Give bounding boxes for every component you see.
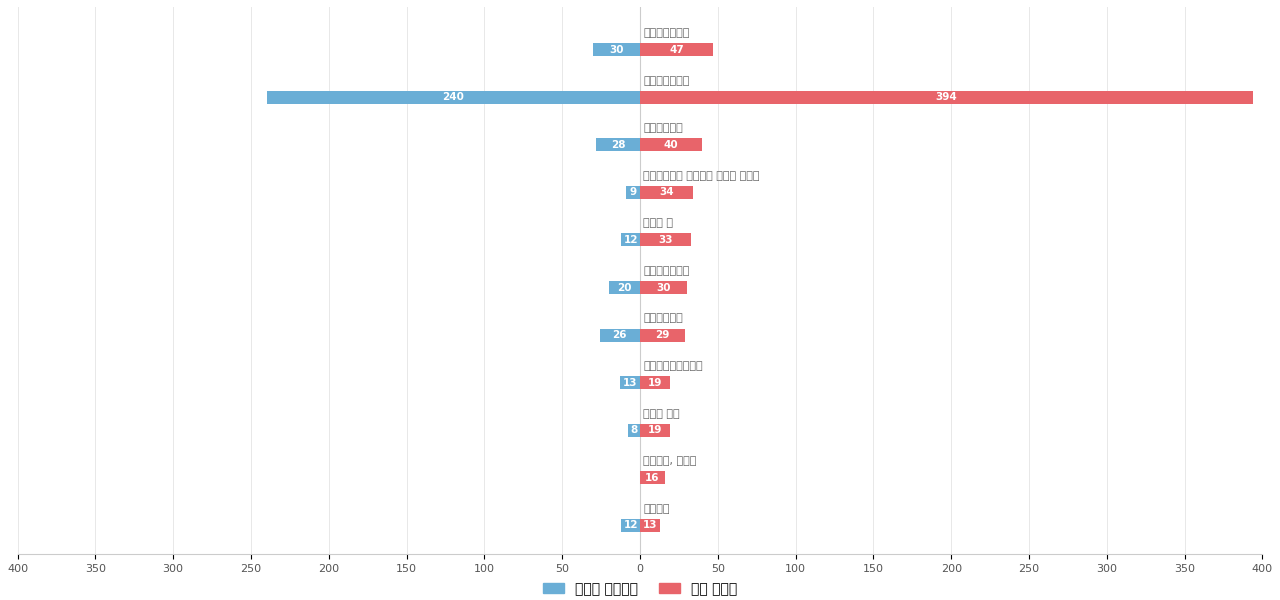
Text: 한국수력원자력: 한국수력원자력 <box>643 76 690 86</box>
Text: 30: 30 <box>609 45 623 55</box>
Bar <box>594 43 640 56</box>
Text: 13: 13 <box>622 377 637 388</box>
Bar <box>596 139 640 151</box>
Text: 33: 33 <box>658 235 673 245</box>
Text: 34: 34 <box>659 187 673 197</box>
Bar <box>640 424 669 437</box>
Bar <box>627 424 640 437</box>
Bar <box>640 186 692 199</box>
Bar <box>626 186 640 199</box>
Bar <box>640 471 664 484</box>
Text: 19: 19 <box>648 425 662 435</box>
Text: 웨스팅하우스 일렉트릭 콤퍼니 엘엘씨: 웨스팅하우스 일렉트릭 콤퍼니 엘엘씨 <box>643 171 759 181</box>
Text: 29: 29 <box>655 330 669 340</box>
Text: 수산이앤에스: 수산이앤에스 <box>643 313 682 323</box>
Bar <box>599 329 640 341</box>
Text: 두산에너빌리티: 두산에너빌리티 <box>643 28 690 38</box>
Text: 한국전력기술: 한국전력기술 <box>643 123 682 133</box>
Bar <box>266 91 640 104</box>
Bar <box>609 281 640 294</box>
Text: 240: 240 <box>443 92 465 102</box>
Text: 아레바 엔피: 아레바 엔피 <box>643 409 680 419</box>
Text: 20: 20 <box>617 283 632 293</box>
Legend: 심사관 피인용수, 공개 특허수: 심사관 피인용수, 공개 특허수 <box>538 577 742 600</box>
Text: 프라마 퇰: 프라마 퇰 <box>643 218 673 229</box>
Text: 한화오션: 한화오션 <box>643 503 669 514</box>
Text: 12: 12 <box>623 520 637 530</box>
Text: 16: 16 <box>645 473 659 483</box>
Text: 40: 40 <box>664 140 678 150</box>
Text: 12: 12 <box>623 235 637 245</box>
Text: 19: 19 <box>648 377 662 388</box>
Bar <box>640 519 660 532</box>
Text: 26: 26 <box>613 330 627 340</box>
Text: 28: 28 <box>611 140 626 150</box>
Bar <box>640 43 713 56</box>
Bar <box>621 233 640 247</box>
Text: 30: 30 <box>657 283 671 293</box>
Text: 8: 8 <box>630 425 637 435</box>
Bar <box>640 233 691 247</box>
Bar <box>620 376 640 389</box>
Bar <box>640 91 1253 104</box>
Text: 47: 47 <box>669 45 684 55</box>
Text: 9: 9 <box>630 187 636 197</box>
Bar <box>640 329 685 341</box>
Text: 394: 394 <box>936 92 957 102</box>
Text: 테라파워, 엘엘씨: 테라파워, 엘엘씨 <box>643 456 696 466</box>
Text: 13: 13 <box>643 520 658 530</box>
Bar <box>640 281 686 294</box>
Text: 한전케이피에스: 한전케이피에스 <box>643 266 690 276</box>
Bar <box>640 139 703 151</box>
Text: 스탠더드시험연구소: 스탠더드시험연구소 <box>643 361 703 371</box>
Bar <box>621 519 640 532</box>
Bar <box>640 376 669 389</box>
